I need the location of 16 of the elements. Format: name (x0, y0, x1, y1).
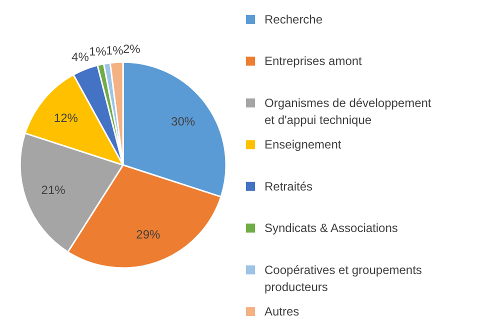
legend-label: Enseignement (264, 138, 342, 152)
legend-label: Coopératives et groupements producteurs (264, 262, 422, 294)
data-label: 21% (41, 183, 66, 198)
legend-label: Autres (264, 304, 300, 319)
data-label: 2% (122, 42, 141, 56)
data-label: 30% (171, 114, 196, 128)
data-label: 12% (54, 110, 78, 125)
legend-label: Organismes de développement et d'appui technique (264, 96, 432, 127)
data-label: 1% (106, 43, 124, 58)
data-label: 29% (136, 228, 161, 242)
legend-label: Entreprises amont (264, 54, 363, 68)
legend-label: Recherche (264, 12, 323, 26)
data-label: 1% (88, 44, 107, 59)
legend-label: Syndicats & Associations (264, 221, 398, 236)
data-label: 4% (72, 50, 90, 64)
legend-label: Retraités (264, 179, 313, 194)
